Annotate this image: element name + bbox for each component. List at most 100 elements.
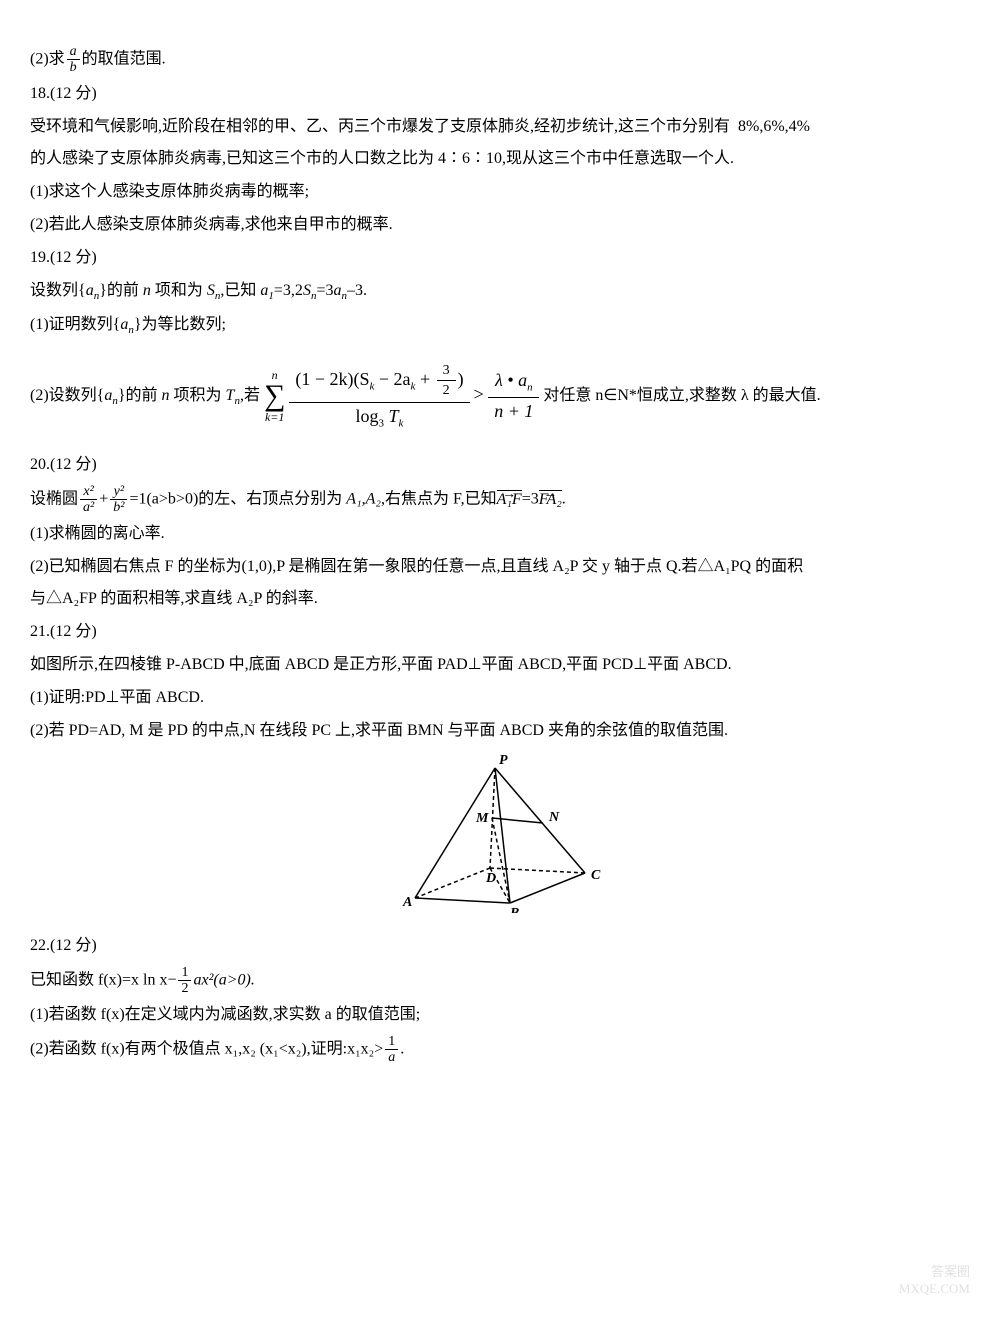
den: b² <box>110 500 127 515</box>
text: =3 <box>316 282 333 299</box>
q17-part2: (2)求ab的取值范围. <box>30 44 970 76</box>
sigma-icon: n ∑ k=1 <box>264 369 285 423</box>
text: 项积为 <box>170 387 226 404</box>
denominator: n + 1 <box>488 398 539 425</box>
svg-text:P: P <box>499 753 508 768</box>
vector-A1F: →A₁F <box>497 486 522 515</box>
text: ,右焦点为 F,已知 <box>381 491 497 508</box>
text: ,已知 <box>220 282 260 299</box>
text: ) <box>458 369 464 389</box>
an: an <box>86 282 100 299</box>
sigma-symbol: ∑ <box>264 381 285 411</box>
q21-p2: (2)若 PD=AD, M 是 PD 的中点,N 在线段 PC 上,求平面 BM… <box>30 717 970 746</box>
gt-symbol: > <box>474 384 489 404</box>
an2: an <box>333 282 347 299</box>
Sn: Sn <box>207 282 221 299</box>
den: 2 <box>437 381 456 400</box>
text: 设椭圆 <box>30 491 78 508</box>
watermark-l2: MXQE.COM <box>899 1281 970 1298</box>
text: 的取值范围. <box>82 51 166 68</box>
watermark: 答案圈 MXQE.COM <box>899 1264 970 1298</box>
den: a <box>385 1050 398 1065</box>
sigma-bot: k=1 <box>264 411 285 423</box>
text: ax²(a>0). <box>193 972 254 989</box>
q22-p1: (1)若函数 f(x)在定义域内为减函数,求实数 a 的取值范围; <box>30 1001 970 1030</box>
den: a² <box>80 500 97 515</box>
text: 对任意 n∈N*恒成立,求整数 λ 的最大值. <box>543 387 820 404</box>
q22-line1: 已知函数 f(x)=x ln x−12ax²(a>0). <box>30 965 970 997</box>
num: 1 <box>178 965 191 981</box>
plus: + <box>99 491 108 508</box>
text: }的前 <box>118 387 162 404</box>
q20-line1: 设椭圆x²a²+y²b²=1(a>b>0)的左、右顶点分别为 A₁,A₂,右焦点… <box>30 484 970 516</box>
q21-line1: 如图所示,在四棱锥 P-ABCD 中,底面 ABCD 是正方形,平面 PAD⊥平… <box>30 651 970 680</box>
text: . <box>562 491 566 508</box>
vector-FA2: →FA₂ <box>539 486 562 515</box>
Tn: Tn <box>226 387 240 404</box>
n: n <box>162 387 170 404</box>
frac-a-b: ab <box>67 44 80 76</box>
q22-header: 22.(12 分) <box>30 932 970 961</box>
text: (1 − 2k)(S <box>295 369 369 389</box>
sub-n: n <box>527 381 533 393</box>
text: (1)证明数列{ <box>30 316 120 333</box>
main-fraction: (1 − 2k)(Sk − 2ak + 32) log3 Tk <box>289 359 469 434</box>
q19-line1: 设数列{an}的前 n 项和为 Sn,已知 a1=3,2Sn=3an–3. <box>30 277 970 307</box>
numerator: λ • an <box>488 367 539 398</box>
text: (2)设数列{ <box>30 387 104 404</box>
q19-p2: (2)设数列{an}的前 n 项积为 Tn,若 n ∑ k=1 (1 − 2k)… <box>30 359 970 434</box>
an: an <box>120 316 134 333</box>
text: 受环境和气候影响,近阶段在相邻的甲、乙、丙三个市爆发了支原体肺炎,经初步统计,这… <box>30 118 730 135</box>
T: T <box>384 406 399 426</box>
text: }为等比数列; <box>134 316 226 333</box>
sub-k: k <box>399 418 404 430</box>
q18-line1: 受环境和气候影响,近阶段在相邻的甲、乙、丙三个市爆发了支原体肺炎,经初步统计,这… <box>30 113 970 142</box>
q21-p1: (1)证明:PD⊥平面 ABCD. <box>30 684 970 713</box>
svg-text:M: M <box>475 811 489 826</box>
q20-p2-l1: (2)已知椭圆右焦点 F 的坐标为(1,0),P 是椭圆在第一象限的任意一点,且… <box>30 553 970 582</box>
q20-header: 20.(12 分) <box>30 451 970 480</box>
text: (2)求 <box>30 51 65 68</box>
q20-p1: (1)求椭圆的离心率. <box>30 520 970 549</box>
text: –3. <box>347 282 367 299</box>
percentages: 8%,6%,4% <box>738 118 810 135</box>
text: =3 <box>522 491 539 508</box>
num: 3 <box>437 361 456 381</box>
frac-1-a: 1a <box>385 1034 398 1066</box>
text: + <box>415 369 434 389</box>
pyramid-figure: ABCDPMN <box>30 753 970 924</box>
text: }的前 <box>99 282 143 299</box>
S: S <box>303 282 311 299</box>
svg-text:C: C <box>591 868 601 883</box>
num: x² <box>80 484 97 500</box>
numerator: (1 − 2k)(Sk − 2ak + 32) <box>289 359 469 404</box>
text: 已知函数 f(x)=x ln x− <box>30 972 176 989</box>
num: y² <box>110 484 127 500</box>
q20-p2-l2: 与△A₂FP 的面积相等,求直线 A₂P 的斜率. <box>30 585 970 614</box>
text: 项和为 <box>151 282 207 299</box>
S: S <box>207 282 215 299</box>
q19-p1: (1)证明数列{an}为等比数列; <box>30 311 970 341</box>
pyramid-diagram: ABCDPMN <box>395 753 605 913</box>
text: =1(a>b>0)的左、右顶点分别为 <box>129 491 346 508</box>
text: − 2a <box>374 369 410 389</box>
denominator: log3 Tk <box>289 403 469 433</box>
q18-line2: 的人感染了支原体肺炎病毒,已知这三个市的人口数之比为 4∶6∶10,现从这三个市… <box>30 145 970 174</box>
q21-header: 21.(12 分) <box>30 618 970 647</box>
log: log <box>356 406 379 426</box>
text: (2)若函数 f(x)有两个极值点 x₁,x₂ (x₁<x₂),证明:x₁x₂> <box>30 1040 383 1057</box>
n: n <box>143 282 151 299</box>
num: 1 <box>385 1034 398 1050</box>
svg-text:N: N <box>548 810 560 825</box>
inner-frac: 32 <box>437 361 456 401</box>
a1: a1 <box>260 282 274 299</box>
text: λ • a <box>495 370 527 390</box>
q18-header: 18.(12 分) <box>30 80 970 109</box>
text: ,若 <box>240 387 260 404</box>
q19-header: 19.(12 分) <box>30 244 970 273</box>
a: a <box>86 282 94 299</box>
svg-text:D: D <box>485 871 496 886</box>
q18-p1: (1)求这个人感染支原体肺炎病毒的概率; <box>30 178 970 207</box>
q18-p2: (2)若此人感染支原体肺炎病毒,求他来自甲市的概率. <box>30 211 970 240</box>
svg-text:A: A <box>402 895 412 910</box>
